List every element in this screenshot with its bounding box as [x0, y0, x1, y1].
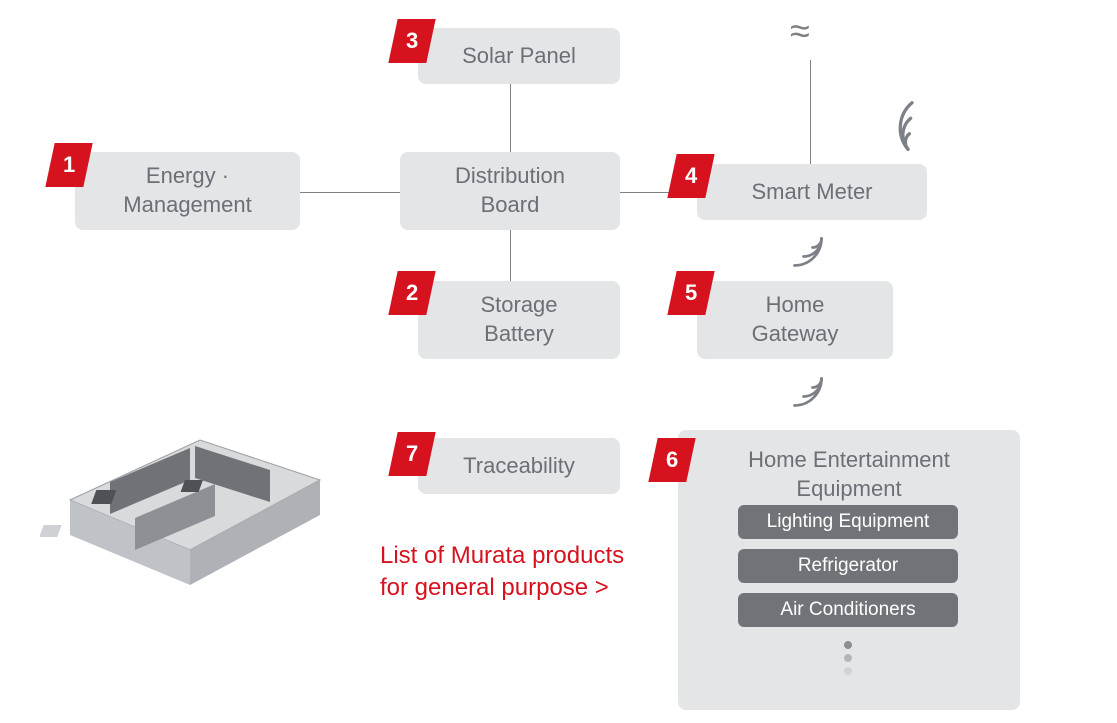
wireless-icon [864, 80, 957, 173]
node-label: Energy ·Management [123, 162, 251, 219]
equip-item[interactable]: Lighting Equipment [738, 505, 958, 539]
edge-dist-storage [510, 230, 511, 281]
smartmeter-antenna [810, 60, 811, 164]
equip-item[interactable]: Air Conditioners [738, 593, 958, 627]
wireless-icon [781, 225, 835, 279]
node-distribution-board[interactable]: DistributionBoard [400, 152, 620, 230]
node-home-gateway[interactable]: HomeGateway [697, 281, 893, 359]
equip-item[interactable]: Refrigerator [738, 549, 958, 583]
node-label: Home EntertainmentEquipment [748, 446, 950, 503]
products-link[interactable]: List of Murata productsfor general purpo… [380, 540, 624, 605]
node-label: DistributionBoard [455, 162, 565, 219]
node-label: Traceability [463, 452, 575, 481]
node-traceability[interactable]: Traceability [418, 438, 620, 494]
radio-wave-icon: ≈ [790, 10, 808, 52]
node-label: StorageBattery [480, 291, 557, 348]
edge-energy-dist [300, 192, 400, 193]
node-label: HomeGateway [752, 291, 839, 348]
node-storage-battery[interactable]: StorageBattery [418, 281, 620, 359]
node-label: Solar Panel [462, 42, 576, 71]
node-solar-panel[interactable]: Solar Panel [418, 28, 620, 84]
equipment-list: Lighting Equipment Refrigerator Air Cond… [718, 505, 978, 675]
node-smart-meter[interactable]: Smart Meter [697, 164, 927, 220]
more-dots-icon [844, 641, 852, 675]
node-energy-management[interactable]: Energy ·Management [75, 152, 300, 230]
wireless-icon [781, 365, 835, 419]
house-illustration [40, 370, 340, 590]
node-label: Smart Meter [751, 178, 872, 207]
edge-solar-dist [510, 84, 511, 152]
